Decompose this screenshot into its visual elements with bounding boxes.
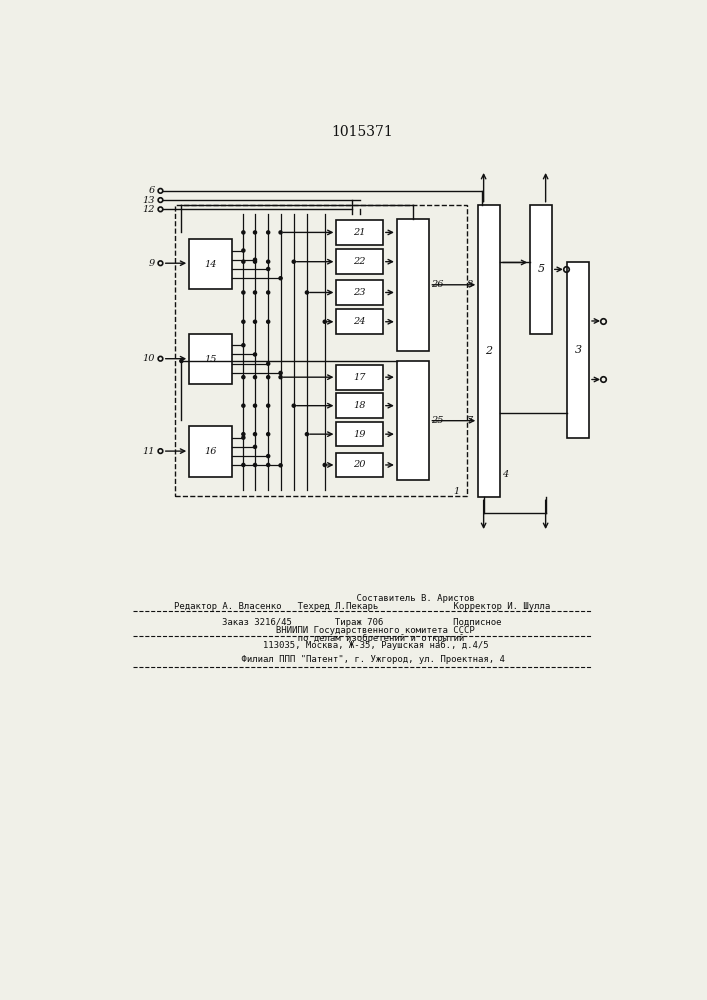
Circle shape — [242, 404, 245, 407]
Text: по делам изобретений и открытий: по делам изобретений и открытий — [260, 634, 464, 643]
Text: 23: 23 — [354, 288, 366, 297]
Bar — [478, 205, 500, 497]
Text: 8: 8 — [467, 280, 474, 289]
Text: 10: 10 — [143, 354, 155, 363]
Circle shape — [305, 291, 308, 294]
Text: 19: 19 — [354, 430, 366, 439]
Text: 24: 24 — [354, 317, 366, 326]
Circle shape — [242, 249, 245, 252]
Circle shape — [253, 463, 257, 466]
Circle shape — [180, 359, 183, 363]
Circle shape — [242, 436, 245, 439]
Circle shape — [267, 362, 270, 365]
Bar — [397, 361, 429, 480]
Bar — [337, 220, 383, 245]
Circle shape — [267, 267, 270, 271]
Text: 4: 4 — [502, 470, 508, 479]
Text: 15: 15 — [204, 355, 216, 364]
Text: 18: 18 — [354, 401, 366, 410]
Circle shape — [279, 277, 282, 280]
Bar — [189, 334, 232, 384]
Text: 11: 11 — [143, 447, 155, 456]
Circle shape — [242, 291, 245, 294]
Bar — [337, 365, 383, 389]
Circle shape — [253, 445, 257, 448]
Circle shape — [242, 344, 245, 347]
Circle shape — [253, 404, 257, 407]
Text: Заказ 3216/45        Тираж 706             Подписное: Заказ 3216/45 Тираж 706 Подписное — [222, 618, 502, 627]
Text: Филиал ППП "Патент", г. Ужгород, ул. Проектная, 4: Филиал ППП "Патент", г. Ужгород, ул. Про… — [219, 654, 504, 664]
Bar — [530, 205, 552, 334]
Circle shape — [267, 291, 270, 294]
Text: 20: 20 — [354, 460, 366, 469]
Circle shape — [267, 433, 270, 436]
Text: 1: 1 — [453, 487, 460, 496]
Text: 12: 12 — [143, 205, 155, 214]
Circle shape — [279, 464, 282, 467]
Circle shape — [253, 260, 257, 263]
Circle shape — [323, 320, 327, 323]
Text: 17: 17 — [354, 373, 366, 382]
Circle shape — [267, 260, 270, 263]
Text: 26: 26 — [431, 280, 443, 289]
Text: 7: 7 — [467, 416, 474, 425]
Text: 1015371: 1015371 — [331, 125, 393, 139]
Circle shape — [253, 291, 257, 294]
Circle shape — [242, 231, 245, 234]
Circle shape — [242, 376, 245, 379]
Circle shape — [253, 258, 257, 261]
Circle shape — [253, 433, 257, 436]
Bar — [567, 262, 589, 438]
Text: 2: 2 — [486, 346, 493, 356]
Circle shape — [242, 260, 245, 263]
Text: 14: 14 — [204, 260, 216, 269]
Circle shape — [242, 463, 245, 466]
Circle shape — [242, 433, 245, 436]
Circle shape — [267, 320, 270, 323]
Circle shape — [279, 371, 282, 374]
Circle shape — [267, 404, 270, 407]
Circle shape — [292, 260, 296, 263]
Circle shape — [253, 353, 257, 356]
Text: 6: 6 — [148, 186, 155, 195]
Circle shape — [267, 376, 270, 379]
Text: 3: 3 — [575, 345, 582, 355]
Bar — [337, 422, 383, 446]
Circle shape — [242, 320, 245, 323]
Text: 16: 16 — [204, 447, 216, 456]
Circle shape — [253, 320, 257, 323]
Text: 22: 22 — [354, 257, 366, 266]
Bar — [175, 205, 467, 496]
Text: Редактор А. Власенко   Техред Л.Пекарь              Корректор И. Шулла: Редактор А. Власенко Техред Л.Пекарь Кор… — [174, 602, 550, 611]
Circle shape — [267, 455, 270, 458]
Bar — [397, 219, 429, 351]
Bar — [189, 239, 232, 289]
Bar — [337, 453, 383, 477]
Text: 25: 25 — [431, 416, 443, 425]
Circle shape — [292, 404, 296, 407]
Text: Составитель В. Аристов: Составитель В. Аристов — [249, 594, 475, 603]
Circle shape — [267, 231, 270, 234]
Circle shape — [279, 231, 282, 234]
Circle shape — [253, 376, 257, 379]
Bar — [337, 280, 383, 305]
Circle shape — [279, 376, 282, 379]
Text: 5: 5 — [537, 264, 544, 274]
Bar — [189, 426, 232, 477]
Circle shape — [305, 433, 308, 436]
Text: 113035, Москва, Ж-35, Раушская наб., д.4/5: 113035, Москва, Ж-35, Раушская наб., д.4… — [235, 641, 489, 650]
Text: ВНИИПИ Государственного комитета СССР: ВНИИПИ Государственного комитета СССР — [249, 626, 475, 635]
Bar — [337, 249, 383, 274]
Text: 13: 13 — [143, 196, 155, 205]
Circle shape — [253, 231, 257, 234]
Circle shape — [267, 463, 270, 466]
Circle shape — [323, 463, 327, 466]
Text: 9: 9 — [148, 259, 155, 268]
Bar — [337, 309, 383, 334]
Text: 21: 21 — [354, 228, 366, 237]
Bar — [337, 393, 383, 418]
